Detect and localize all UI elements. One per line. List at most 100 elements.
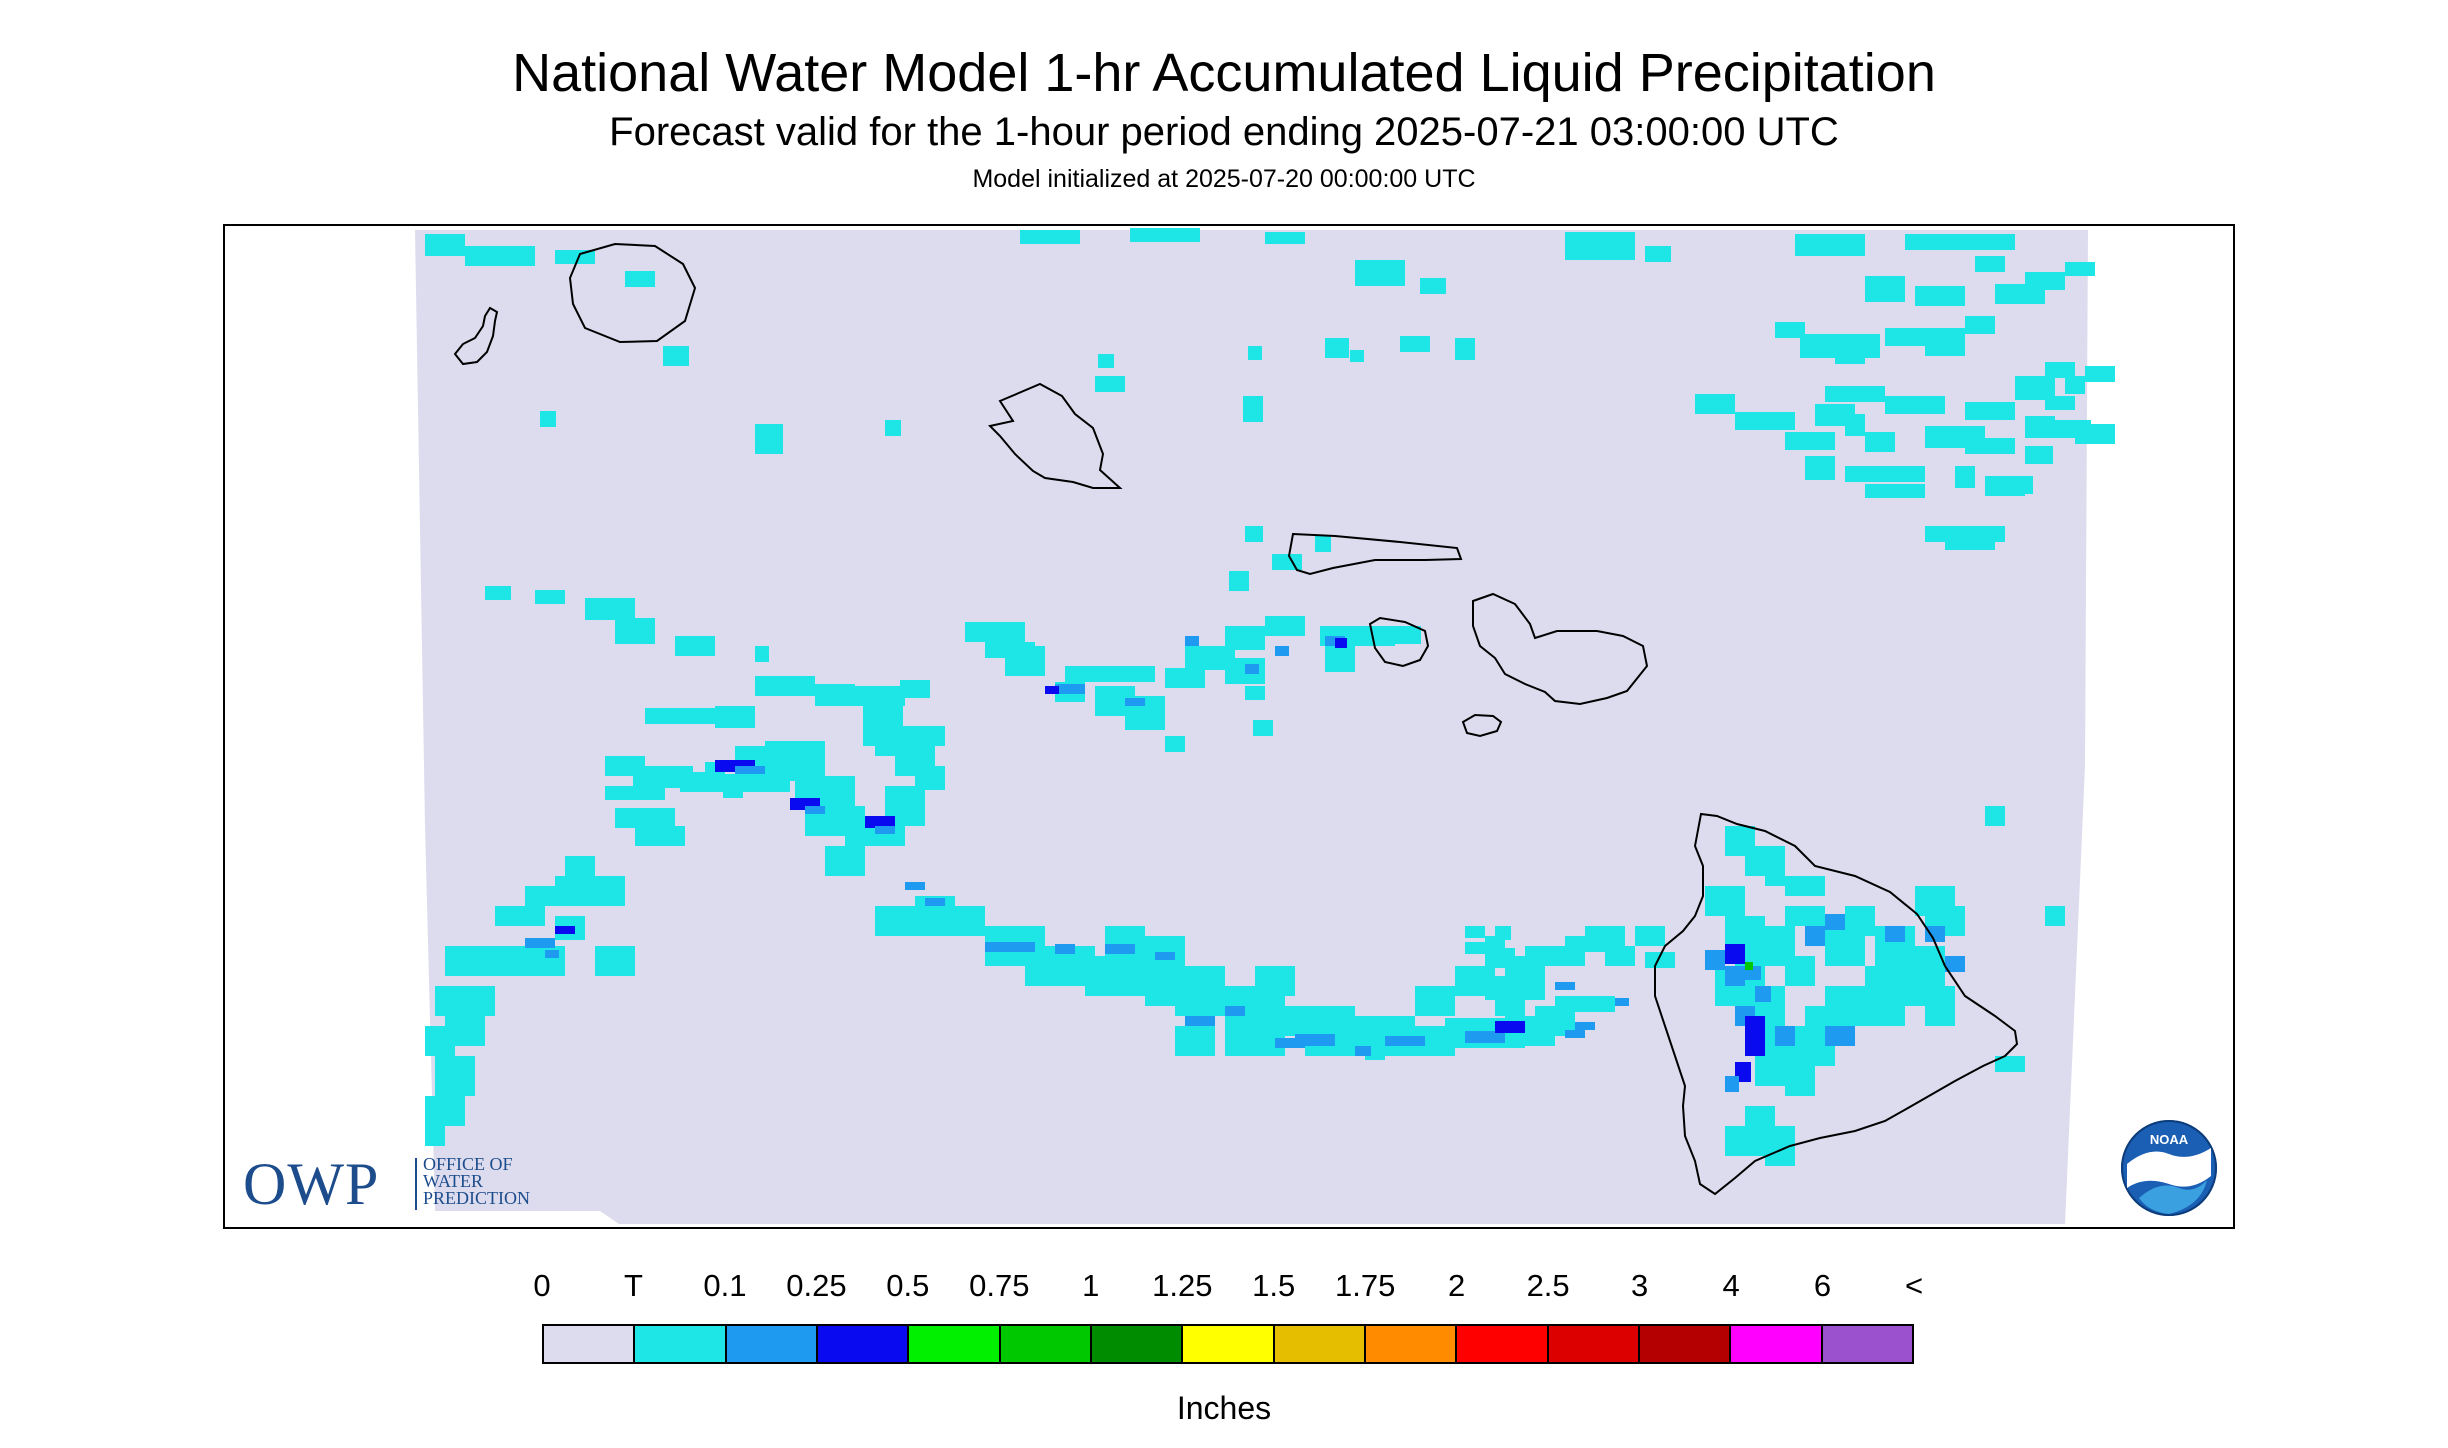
legend-swatch [635,1326,727,1362]
precip-cell [1243,396,1263,422]
precip-cell [1565,1030,1585,1038]
legend-tick-label: T [623,1268,643,1303]
precip-cell [1805,906,1825,926]
noaa-logo-rim [2121,1120,2217,1216]
precip-cell [865,816,895,828]
precip-cell [1845,906,1875,936]
precip-cell [545,950,559,958]
precip-cell [1645,246,1671,262]
precip-cell [1055,944,1075,954]
map-panel: OWP OFFICE OF WATER PREDICTION NOAA [223,224,2235,1229]
precip-cell [1391,626,1421,644]
precip-cell [1995,1056,2025,1072]
precip-cell [755,646,769,662]
precip-cell [1272,554,1302,570]
precip-cell [1825,386,1885,402]
hawaii-coastline [1654,812,2019,1196]
precip-cell [885,420,901,436]
precip-cell [1825,914,1845,930]
noaa-logo-lower [2139,1180,2207,1214]
precip-cell [1255,966,1295,996]
precip-cell [1895,466,1925,482]
precip-cell [1495,926,1511,940]
legend-swatch [726,1326,818,1362]
precip-cell [1420,278,1446,294]
precip-cell [1965,402,2015,420]
precip-cell [1345,626,1395,646]
precip-cell [1805,456,1835,480]
precip-cell [1229,571,1249,591]
maui-coastline [1472,592,1649,706]
precip-cell [1605,946,1635,966]
precip-cell [1765,866,1785,886]
precip-cell [645,708,715,724]
legend-swatch [1274,1326,1366,1362]
precip-cell [1745,962,1753,970]
precip-cell [1785,876,1825,896]
noaa-logo: NOAA [2121,1120,2217,1216]
precip-cell [2045,396,2075,410]
precip-cell [1045,686,1059,694]
precip-cell [1275,1038,1305,1048]
precip-cell [1825,986,1865,1026]
precipitation-map [415,228,2115,1224]
legend-colorbar [542,1324,1914,1364]
precip-cell [2045,362,2075,378]
precip-cell [1245,686,1265,700]
precip-cell [900,680,930,698]
precip-cell [945,906,985,936]
precip-cell [425,1096,465,1126]
precip-cell [1185,1016,1215,1026]
precip-cell [1575,1022,1595,1030]
map-subtitle: Forecast valid for the 1-hour period end… [609,110,1839,154]
oahu-coastline [987,382,1123,489]
precip-cell [1400,336,1430,352]
precip-cell [1885,926,1905,942]
precip-cell [1865,1006,1905,1026]
precip-cell [1865,276,1905,302]
legend-swatch [1457,1326,1549,1362]
precip-cell [535,590,565,604]
legend-tick-label: 2.5 [1526,1268,1570,1303]
precip-cell [1945,956,1965,972]
precip-cell [425,234,465,256]
precip-cell [1385,1036,1425,1046]
precip-cell [1795,234,1865,256]
precip-cell [1555,996,1615,1012]
legend-swatch [1000,1326,1092,1362]
precip-cell [525,938,555,948]
precip-cell [1725,966,1745,986]
precip-cell [635,826,685,846]
precip-cell [1985,806,2005,826]
legend-swatch [1822,1326,1912,1362]
precip-cell [1098,354,1114,368]
legend-tick-label: 1.75 [1335,1268,1396,1303]
precip-cell [1005,646,1045,676]
kahoolawe-coastline [1461,713,1503,738]
model-domain [415,230,2088,1224]
precip-cell [1335,638,1347,648]
niihau-coastline [453,306,499,366]
legend-tick-label: < [1904,1268,1924,1303]
precip-cell [845,686,905,706]
legend-tick-label: 0 [533,1268,551,1303]
precip-cell [985,942,1035,952]
precip-cell [675,636,715,656]
precip-cell [1755,986,1771,1002]
precip-cell [1865,432,1895,452]
precip-cell [1765,926,1795,966]
precip-cell [1785,432,1835,450]
precip-cell [1775,1026,1795,1046]
legend-tick-label: 1 [1082,1268,1100,1303]
precip-cell [1455,338,1475,360]
precip-cell [1705,950,1725,970]
legend-swatch [1365,1326,1458,1362]
precip-cell [1565,232,1635,260]
precip-cell [1130,228,1200,242]
legend-tick-label: 0.25 [786,1268,847,1303]
precip-cell [2025,272,2065,290]
noaa-logo-wave [2127,1148,2211,1188]
legend-swatch [1639,1326,1732,1362]
legend-tick-label: 1.5 [1252,1268,1296,1303]
coastlines [453,242,2019,1196]
